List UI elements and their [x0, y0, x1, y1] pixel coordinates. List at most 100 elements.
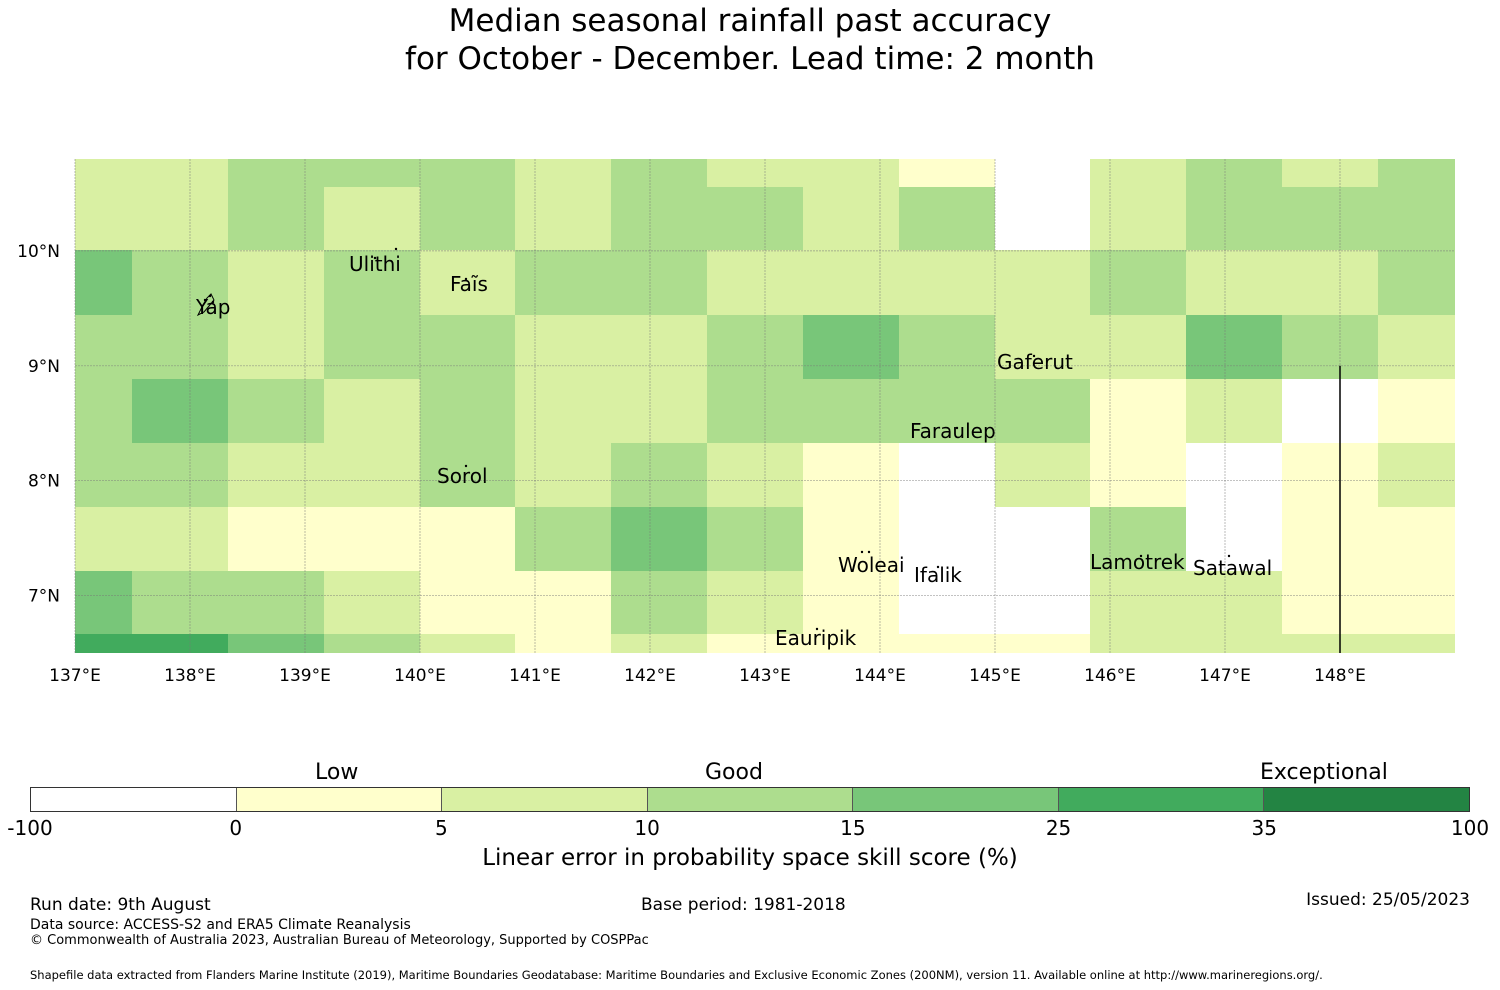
skill-cell: [515, 187, 611, 250]
skill-cell: [1090, 571, 1186, 634]
issued-date: Issued: 25/05/2023: [1306, 890, 1470, 910]
skill-cell: [1378, 571, 1455, 634]
colorbar-tick-label: 100: [1450, 816, 1490, 840]
skill-cell: [611, 507, 707, 571]
skill-cell: [515, 315, 611, 379]
skill-cell: [1378, 187, 1455, 250]
skill-cell: [611, 187, 707, 250]
skill-cell: [515, 250, 611, 315]
skill-cell: [611, 634, 707, 653]
skill-cell: [515, 379, 611, 443]
skill-cell: [1090, 507, 1186, 571]
island-dot: [464, 464, 468, 468]
skill-cell: [611, 315, 707, 379]
skill-cell: [132, 443, 228, 507]
skill-cell: [75, 159, 132, 187]
chart-title: Median seasonal rainfall past accuracy f…: [0, 2, 1500, 78]
colorbar-bin: [1057, 788, 1264, 811]
skill-cell: [707, 507, 803, 571]
title-line-2: for October - December. Lead time: 2 mon…: [405, 41, 1095, 77]
place-label: Ifalik: [914, 563, 962, 587]
skill-cell: [1186, 187, 1282, 250]
island-dot: [867, 550, 871, 554]
skill-cell: [1282, 443, 1378, 571]
base-period: Base period: 1981-2018: [641, 895, 846, 915]
skill-cell: [324, 443, 420, 507]
latitude-label: 9°N: [28, 357, 60, 377]
skill-cell: [420, 315, 515, 379]
skill-cell: [1378, 443, 1455, 507]
skill-cell: [420, 571, 515, 634]
skill-cell: [899, 250, 995, 315]
place-label: Yap: [195, 295, 230, 319]
longitude-label: 137°E: [49, 666, 101, 686]
island-dot: [815, 627, 819, 631]
skill-cell: [1090, 250, 1186, 315]
latitude-label: 8°N: [28, 472, 60, 492]
skill-cell: [515, 443, 611, 507]
skill-cell: [1186, 634, 1282, 653]
shapefile-credit: Shapefile data extracted from Flanders M…: [30, 968, 1323, 982]
skill-cell: [324, 315, 420, 379]
skill-cell: [132, 250, 228, 315]
latitude-labels: 10°N 9°N 8°N 7°N: [17, 242, 60, 607]
longitude-label: 140°E: [394, 666, 446, 686]
island-markers: [196, 247, 1231, 631]
colorbar-tick-label: 25: [1045, 816, 1072, 840]
skill-cell: [1282, 250, 1378, 315]
skill-cell: [324, 634, 420, 653]
island-dot: [1032, 354, 1036, 358]
latitude-label: 7°N: [28, 587, 60, 607]
colorbar-category-low: Low: [315, 760, 359, 785]
skill-cell: [420, 250, 515, 315]
skill-cell: [803, 634, 899, 653]
longitude-label: 145°E: [969, 666, 1021, 686]
island-dot: [1227, 554, 1231, 558]
island-dot: [394, 247, 398, 251]
island-dot: [955, 426, 959, 430]
skill-cell: [132, 159, 228, 187]
skill-cell: [324, 571, 420, 634]
skill-cell: [75, 634, 228, 653]
skill-cell: [803, 379, 899, 443]
place-label: Faĩs: [450, 272, 488, 296]
colorbar-tick-label: 0: [229, 816, 243, 840]
longitude-label: 138°E: [164, 666, 216, 686]
skill-cell: [324, 379, 420, 443]
longitude-label: 143°E: [739, 666, 791, 686]
skill-cell: [228, 571, 324, 634]
skill-cell: [1378, 159, 1455, 187]
skill-cell: [75, 443, 132, 507]
colorbar-bin: [441, 788, 647, 811]
skill-cell: [228, 315, 324, 379]
skill-cell: [611, 159, 707, 187]
colorbar-tick-label: 10: [634, 816, 660, 840]
skill-cell: [1090, 634, 1186, 653]
skill-cell: [1186, 571, 1282, 634]
colorbar-bin: [1263, 788, 1470, 811]
skill-cell: [803, 187, 899, 250]
skill-cell: [1090, 315, 1186, 379]
skill-cell: [899, 159, 995, 187]
colorbar: [30, 787, 1470, 812]
skill-cell: [899, 379, 995, 443]
longitude-label: 148°E: [1314, 666, 1366, 686]
skill-cell: [707, 634, 803, 653]
skill-cell: [803, 159, 899, 187]
place-labels: Ulithi Yap Faĩs Gaferut Faraulep Sorol Woleai I…: [195, 252, 1272, 650]
skill-cell: [707, 315, 803, 379]
skill-cell: [515, 634, 611, 653]
colorbar-bin: [235, 788, 442, 811]
skill-cell: [803, 443, 899, 634]
skill-cell: [75, 379, 132, 443]
skill-cell: [1282, 379, 1378, 443]
place-label: Eauripik: [775, 626, 857, 650]
skill-cell: [420, 159, 515, 187]
colorbar-tick-label: 15: [840, 816, 866, 840]
skill-cell: [228, 634, 324, 653]
skill-cell: [228, 379, 324, 443]
skill-cell: [707, 187, 803, 250]
skill-cell: [420, 379, 515, 443]
longitude-label: 139°E: [279, 666, 331, 686]
